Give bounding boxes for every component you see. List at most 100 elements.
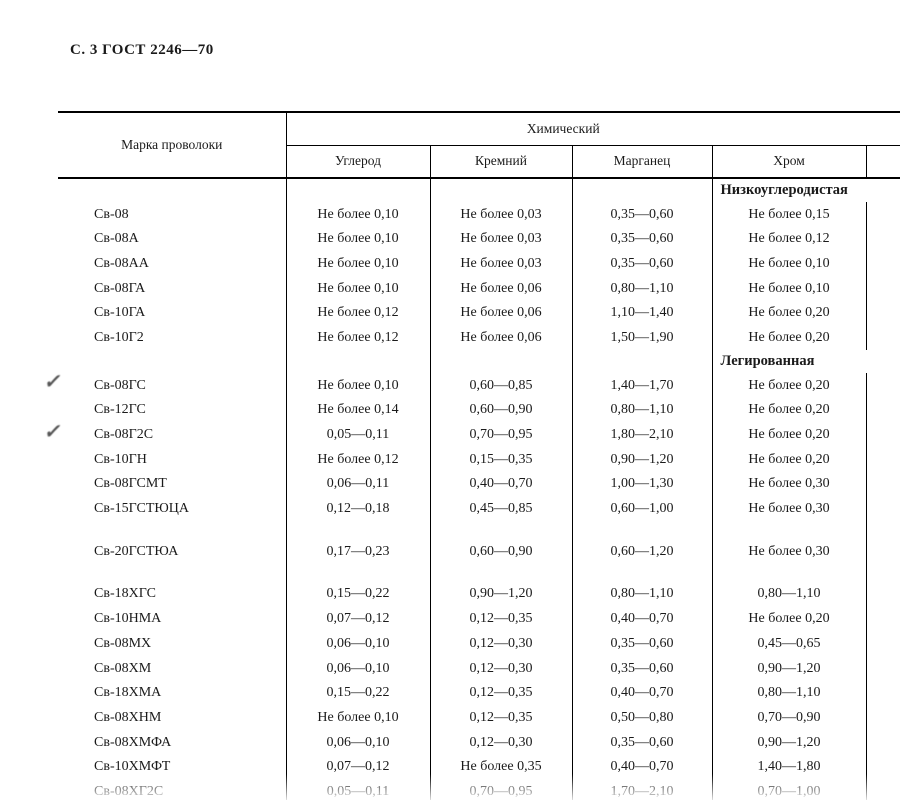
table-row: Св-15ГСТЮЦА0,12—0,180,45—0,850,60—1,00Не… — [58, 497, 900, 522]
cell-chromium: 0,70—0,90 — [712, 705, 866, 730]
table-row: Св-08Не более 0,10Не более 0,030,35—0,60… — [58, 202, 900, 227]
section-label: Легированная — [712, 350, 900, 373]
wire-grade: Св-20ГСТЮА — [58, 539, 286, 564]
cell-silicon: 0,40—0,70 — [430, 472, 572, 497]
wire-grade: Св-08МХ — [58, 631, 286, 656]
cell-silicon: 0,12—0,35 — [430, 681, 572, 706]
cell-silicon: 0,60—0,90 — [430, 539, 572, 564]
wire-grade: Св-08ГСМТ — [58, 472, 286, 497]
cell-carbon: Не более 0,12 — [286, 447, 430, 472]
cell-carbon: 0,12—0,18 — [286, 497, 430, 522]
wire-grade: Св-10НМА — [58, 607, 286, 632]
cell-carbon: Не более 0,10 — [286, 373, 430, 398]
cell-manganese: 0,35—0,60 — [572, 251, 712, 276]
cell-manganese: 0,35—0,60 — [572, 730, 712, 755]
cell-manganese: 0,35—0,60 — [572, 227, 712, 252]
table-row-empty — [58, 179, 286, 202]
table-row: Св-08ГАНе более 0,10Не более 0,060,80—1,… — [58, 276, 900, 301]
cell-carbon: 0,07—0,12 — [286, 755, 430, 780]
wire-grade: Св-18ХМА — [58, 681, 286, 706]
cell-silicon: 0,12—0,35 — [430, 705, 572, 730]
cell-silicon: Не более 0,35 — [430, 755, 572, 780]
cell-silicon: Не более 0,06 — [430, 325, 572, 350]
table-row: Св-08ГСМТ0,06—0,110,40—0,701,00—1,30Не б… — [58, 472, 900, 497]
composition-table: Марка проволоки Химический Углерод Кремн… — [58, 111, 900, 800]
cell-silicon: 0,15—0,35 — [430, 447, 572, 472]
table-row: Св-08МХ0,06—0,100,12—0,300,35—0,600,45—0… — [58, 631, 900, 656]
cell-silicon: Не более 0,06 — [430, 276, 572, 301]
cell-manganese: 0,35—0,60 — [572, 656, 712, 681]
cell-chromium: Не более 0,10 — [712, 251, 866, 276]
cell-manganese: 0,40—0,70 — [572, 607, 712, 632]
table-row: Св-10Г2Не более 0,12Не более 0,061,50—1,… — [58, 325, 900, 350]
cell-carbon: Не более 0,10 — [286, 276, 430, 301]
wire-grade: Св-08 — [58, 202, 286, 227]
cell-carbon: 0,17—0,23 — [286, 539, 430, 564]
cell-carbon: 0,15—0,22 — [286, 681, 430, 706]
col-header-silicon: Кремний — [430, 145, 572, 178]
page-header: С. 3 ГОСТ 2246—70 — [70, 42, 870, 59]
table-row: Св-18ХГС0,15—0,220,90—1,200,80—1,100,80—… — [58, 582, 900, 607]
cell-chromium: Не более 0,10 — [712, 276, 866, 301]
wire-grade: Св-10ГА — [58, 301, 286, 326]
cell-carbon: 0,06—0,10 — [286, 631, 430, 656]
cell-manganese: 0,35—0,60 — [572, 202, 712, 227]
cell-manganese: 1,50—1,90 — [572, 325, 712, 350]
cell-manganese: 1,10—1,40 — [572, 301, 712, 326]
table-row: Св-08АНе более 0,10Не более 0,030,35—0,6… — [58, 227, 900, 252]
spacer-row — [58, 521, 900, 539]
table-row: Св-08ХМ0,06—0,100,12—0,300,35—0,600,90—1… — [58, 656, 900, 681]
cell-chromium: Не более 0,20 — [712, 423, 866, 448]
cell-chromium: Не более 0,15 — [712, 202, 866, 227]
document-page: С. 3 ГОСТ 2246—70 Марка проволоки Химиче… — [0, 0, 900, 800]
cell-chromium: 0,45—0,65 — [712, 631, 866, 656]
col-header-marka: Марка проволоки — [58, 112, 286, 178]
cell-carbon: Не более 0,10 — [286, 705, 430, 730]
cell-chromium: Не более 0,20 — [712, 447, 866, 472]
table-row: Св-20ГСТЮА0,17—0,230,60—0,900,60—1,20Не … — [58, 539, 900, 564]
cell-carbon: 0,06—0,10 — [286, 730, 430, 755]
cell-manganese: 0,80—1,10 — [572, 398, 712, 423]
cell-carbon: 0,06—0,11 — [286, 472, 430, 497]
cell-silicon: 0,60—0,85 — [430, 373, 572, 398]
cell-chromium: Не более 0,20 — [712, 301, 866, 326]
wire-grade: Св-18ХГС — [58, 582, 286, 607]
cell-silicon: Не более 0,03 — [430, 202, 572, 227]
wire-grade: Св-08ХГ2С — [58, 779, 286, 800]
table-row: Св-10НМА0,07—0,120,12—0,350,40—0,70Не бо… — [58, 607, 900, 632]
cell-manganese: 0,50—0,80 — [572, 705, 712, 730]
table-row: Св-10ГННе более 0,120,15—0,350,90—1,20Не… — [58, 447, 900, 472]
table-row: Св-12ГСНе более 0,140,60—0,900,80—1,10Не… — [58, 398, 900, 423]
wire-grade: Св-08ХМ — [58, 656, 286, 681]
table-row: Св-08ХМФА0,06—0,100,12—0,300,35—0,600,90… — [58, 730, 900, 755]
wire-grade: Св-08Г2С — [58, 423, 286, 448]
col-header-manganese: Марганец — [572, 145, 712, 178]
cell-chromium: Не более 0,30 — [712, 472, 866, 497]
wire-grade: Св-10Г2 — [58, 325, 286, 350]
cell-carbon: 0,07—0,12 — [286, 607, 430, 632]
wire-grade: Св-15ГСТЮЦА — [58, 497, 286, 522]
cell-manganese: 0,60—1,20 — [572, 539, 712, 564]
wire-grade: Св-08А — [58, 227, 286, 252]
cell-chromium: Не более 0,20 — [712, 398, 866, 423]
table-row: Св-08ХГ2С0,05—0,110,70—0,951,70—2,100,70… — [58, 779, 900, 800]
cell-silicon: Не более 0,06 — [430, 301, 572, 326]
cell-silicon: 0,45—0,85 — [430, 497, 572, 522]
cell-silicon: 0,90—1,20 — [430, 582, 572, 607]
cell-carbon: 0,15—0,22 — [286, 582, 430, 607]
cell-manganese: 0,90—1,20 — [572, 447, 712, 472]
cell-manganese: 1,40—1,70 — [572, 373, 712, 398]
cell-chromium: Не более 0,30 — [712, 497, 866, 522]
table-row: Св-10ГАНе более 0,12Не более 0,061,10—1,… — [58, 301, 900, 326]
cell-manganese: 0,80—1,10 — [572, 276, 712, 301]
cell-silicon: 0,12—0,30 — [430, 656, 572, 681]
cell-chromium: Не более 0,12 — [712, 227, 866, 252]
wire-grade: Св-08ГС — [58, 373, 286, 398]
cell-manganese: 1,80—2,10 — [572, 423, 712, 448]
cell-carbon: 0,05—0,11 — [286, 423, 430, 448]
cell-carbon: Не более 0,12 — [286, 325, 430, 350]
cell-carbon: 0,05—0,11 — [286, 779, 430, 800]
cell-manganese: 0,40—0,70 — [572, 755, 712, 780]
table-row: Св-08ГСНе более 0,100,60—0,851,40—1,70Не… — [58, 373, 900, 398]
cell-silicon: 0,12—0,30 — [430, 730, 572, 755]
